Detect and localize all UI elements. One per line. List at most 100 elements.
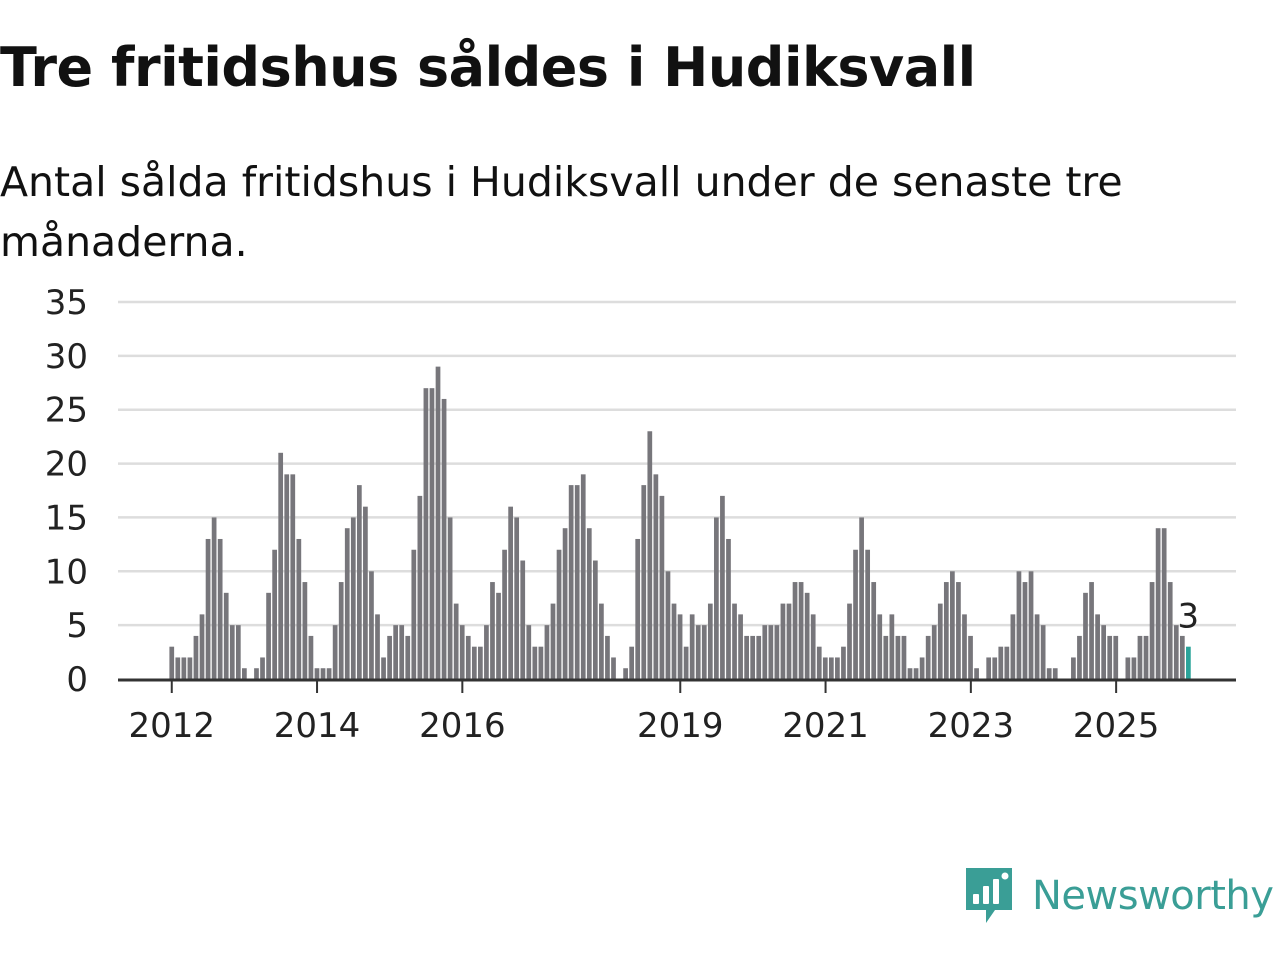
bar [484, 625, 489, 679]
bar [556, 549, 562, 679]
bar [562, 528, 568, 679]
bar [205, 538, 211, 679]
bar [242, 668, 247, 679]
bar [986, 657, 992, 679]
bar [786, 603, 792, 679]
bar [762, 625, 768, 679]
bar [1004, 646, 1010, 679]
bar [822, 657, 828, 679]
bar [744, 635, 749, 679]
bar [532, 646, 538, 679]
bar [913, 668, 919, 679]
bar [895, 635, 901, 679]
bar [411, 549, 417, 679]
bar [478, 646, 483, 679]
bar [768, 625, 774, 679]
x-tick-label: 2021 [782, 706, 869, 746]
x-tick-label: 2014 [274, 706, 361, 746]
bar [732, 603, 737, 679]
bar [726, 538, 731, 679]
bar [677, 614, 683, 679]
bar [1071, 657, 1076, 679]
bar [338, 582, 344, 679]
latest-value-label: 3 [1178, 597, 1200, 637]
bar [1173, 625, 1179, 679]
bar [1167, 582, 1173, 679]
bar [381, 657, 386, 679]
bar [780, 603, 786, 679]
bar [453, 603, 459, 679]
bar [254, 668, 259, 679]
bar [962, 614, 967, 679]
chart-subtitle: Antal sålda fritidshus i Hudiksvall unde… [0, 158, 1123, 266]
bar [320, 668, 326, 679]
bar [1179, 635, 1185, 679]
bar [1131, 657, 1137, 679]
bar [550, 603, 556, 679]
bar [441, 398, 447, 679]
brand-logo[interactable]: Newsworthy [964, 865, 1274, 927]
bar [901, 635, 907, 679]
bar [689, 614, 695, 679]
bar [629, 646, 635, 679]
bar [296, 538, 302, 679]
bar [344, 528, 350, 679]
bar [798, 582, 804, 679]
bar [925, 635, 931, 679]
bar [193, 635, 199, 679]
bar [1095, 614, 1100, 679]
bar [714, 517, 719, 679]
bar [266, 592, 271, 679]
bar [853, 549, 858, 679]
bar [1149, 582, 1155, 679]
bar [950, 571, 955, 679]
bar [992, 657, 998, 679]
bar [599, 603, 604, 679]
bar [937, 603, 943, 679]
bar [1125, 657, 1131, 679]
bar [568, 485, 574, 679]
bar [447, 517, 453, 679]
bar [369, 571, 374, 679]
bar [217, 538, 223, 679]
bar [810, 614, 816, 679]
bar [974, 668, 979, 679]
bar [592, 560, 598, 679]
bar [290, 474, 296, 679]
gridlines [118, 300, 1236, 627]
bar [877, 614, 883, 679]
bar [187, 657, 193, 679]
bar [314, 668, 320, 679]
bar [695, 625, 701, 679]
bar [175, 657, 181, 679]
y-tick-label: 35 [45, 283, 88, 323]
y-tick-label: 5 [66, 606, 88, 646]
bar [235, 625, 241, 679]
bar [1040, 625, 1046, 679]
bar [635, 538, 641, 679]
bar [859, 517, 864, 679]
bar [919, 657, 925, 679]
bar [653, 474, 659, 679]
bar [393, 625, 399, 679]
bar [356, 485, 362, 679]
axes [118, 678, 1236, 693]
bar [1010, 614, 1016, 679]
bar [514, 517, 520, 679]
bar [1101, 625, 1107, 679]
bar [804, 592, 810, 679]
bar [611, 657, 616, 679]
bar [490, 582, 495, 679]
brand-name: Newsworthy [1032, 873, 1274, 919]
bar [641, 485, 647, 679]
x-tick-label: 2012 [128, 706, 215, 746]
y-tick-label: 10 [45, 552, 88, 592]
bar [229, 625, 235, 679]
bar [889, 614, 895, 679]
bar [278, 452, 284, 679]
bar [1077, 635, 1082, 679]
bar [423, 388, 429, 679]
y-tick-label: 0 [66, 660, 88, 700]
